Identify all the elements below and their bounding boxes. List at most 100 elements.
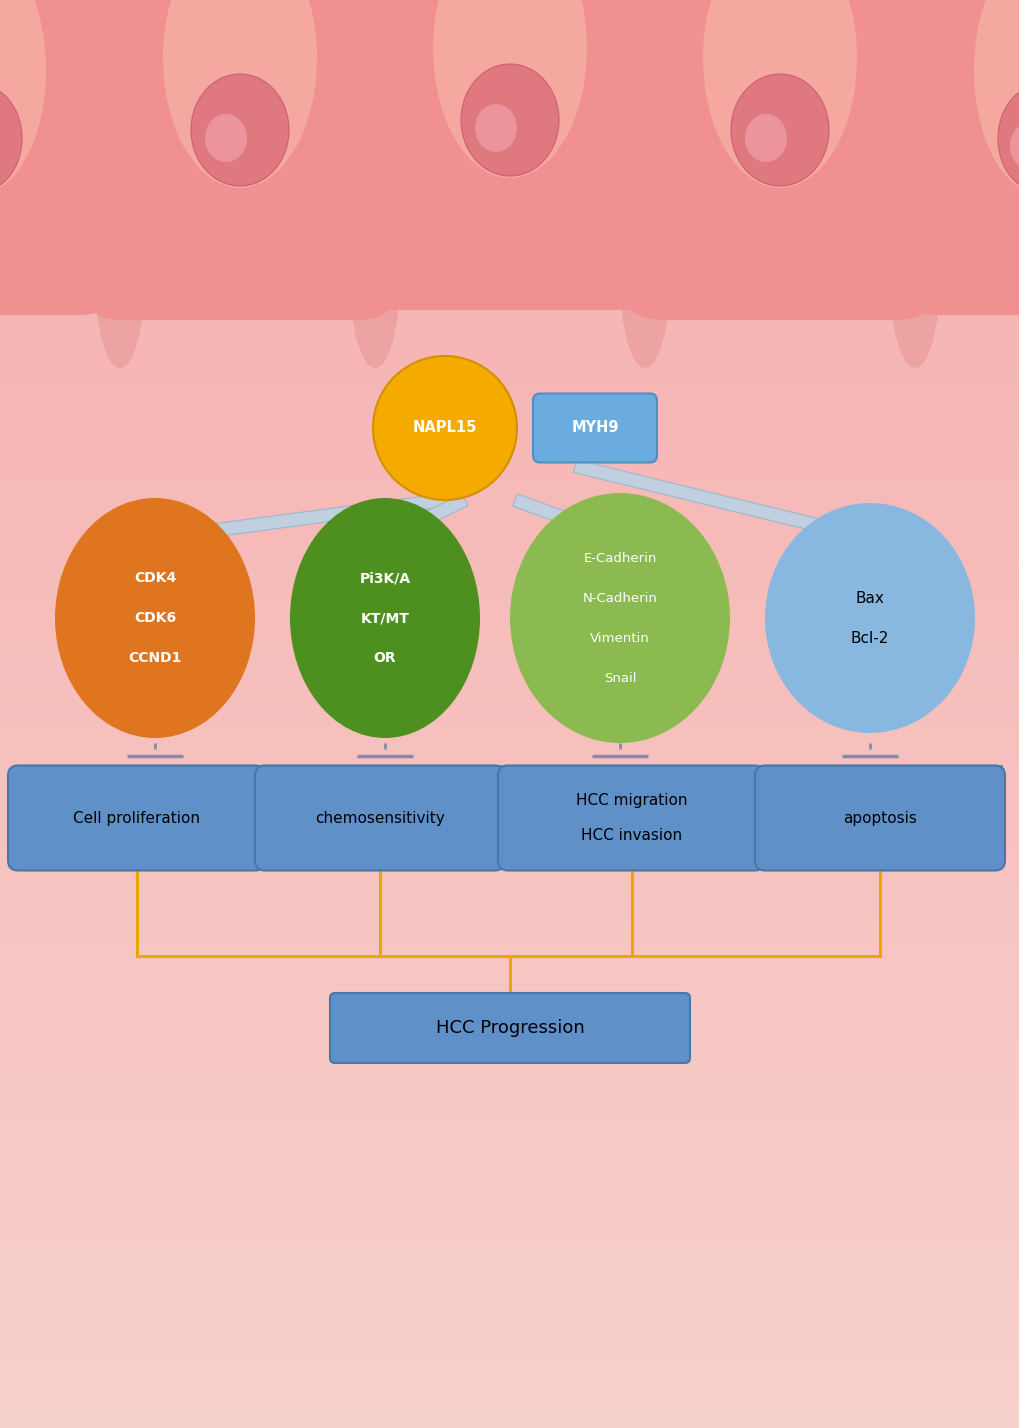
Bar <box>0 1255 1019 1261</box>
Bar <box>0 1275 1019 1281</box>
Bar <box>0 461 1019 467</box>
Bar <box>0 1265 1019 1271</box>
Bar <box>0 1394 1019 1399</box>
Bar <box>0 1198 1019 1204</box>
Text: Vimentin: Vimentin <box>590 631 649 644</box>
Bar <box>0 308 1019 314</box>
Bar <box>0 1155 1019 1161</box>
Bar <box>0 698 1019 704</box>
Bar <box>0 890 1019 895</box>
Bar <box>0 198 1019 204</box>
Text: Bax: Bax <box>855 591 883 605</box>
Bar <box>0 898 1019 904</box>
Bar <box>0 427 1019 433</box>
Bar <box>0 733 1019 738</box>
Bar <box>0 1184 1019 1190</box>
Ellipse shape <box>620 188 669 368</box>
Bar <box>0 1212 1019 1218</box>
Bar <box>0 56 1019 61</box>
Bar <box>0 104 1019 110</box>
Text: Snail: Snail <box>603 671 636 684</box>
Bar <box>0 690 1019 695</box>
Bar <box>0 184 1019 190</box>
Bar <box>0 408 1019 414</box>
Bar <box>0 598 1019 604</box>
Bar <box>0 218 1019 224</box>
Bar <box>0 280 1019 286</box>
Bar <box>0 1318 1019 1324</box>
Bar <box>0 27 1019 33</box>
FancyBboxPatch shape <box>330 992 689 1062</box>
Bar <box>0 1012 1019 1018</box>
Bar <box>0 713 1019 718</box>
Text: chemosensitivity: chemosensitivity <box>315 811 444 825</box>
Bar <box>0 394 1019 400</box>
Bar <box>0 1170 1019 1175</box>
Bar <box>0 651 1019 657</box>
Bar <box>0 437 1019 443</box>
Bar <box>0 951 1019 957</box>
Bar <box>0 380 1019 386</box>
Bar <box>0 61 1019 67</box>
Bar <box>0 276 1019 281</box>
Text: HCC invasion: HCC invasion <box>581 827 682 843</box>
Bar <box>0 794 1019 800</box>
Bar <box>0 4 1019 10</box>
Bar <box>0 633 1019 638</box>
Bar <box>0 1137 1019 1142</box>
Bar <box>0 741 1019 747</box>
Ellipse shape <box>55 498 255 738</box>
Bar <box>0 804 1019 810</box>
Ellipse shape <box>0 86 22 191</box>
Bar <box>0 113 1019 119</box>
Bar <box>0 513 1019 518</box>
FancyBboxPatch shape <box>902 0 1019 316</box>
Ellipse shape <box>191 74 288 186</box>
Bar <box>0 266 1019 271</box>
Bar <box>0 823 1019 828</box>
Bar <box>0 1361 1019 1367</box>
Bar <box>0 1298 1019 1304</box>
Bar <box>0 151 1019 157</box>
Text: Pi3K/A: Pi3K/A <box>359 571 411 585</box>
Bar <box>0 1269 1019 1275</box>
Bar <box>0 584 1019 590</box>
Bar <box>0 390 1019 396</box>
Ellipse shape <box>373 356 517 500</box>
Text: N-Cadherin: N-Cadherin <box>582 591 657 604</box>
Bar <box>0 251 1019 257</box>
Bar <box>0 1151 1019 1157</box>
Bar <box>0 975 1019 981</box>
Bar <box>0 1027 1019 1032</box>
Bar <box>0 318 1019 324</box>
Bar <box>0 770 1019 775</box>
Bar <box>0 751 1019 757</box>
Bar <box>0 1070 1019 1075</box>
Bar <box>0 655 1019 661</box>
Bar <box>0 808 1019 814</box>
Bar <box>0 76 1019 81</box>
Bar <box>0 1341 1019 1347</box>
Bar <box>0 561 1019 567</box>
Bar <box>0 675 1019 681</box>
Bar <box>0 818 1019 824</box>
Text: HCC migration: HCC migration <box>575 794 687 808</box>
Ellipse shape <box>350 188 399 368</box>
Bar <box>0 947 1019 952</box>
Bar <box>0 361 1019 367</box>
Bar <box>0 723 1019 728</box>
Bar <box>0 904 1019 910</box>
Bar <box>0 708 1019 714</box>
Bar <box>0 927 1019 932</box>
Bar <box>0 1127 1019 1132</box>
Ellipse shape <box>433 0 586 178</box>
Bar <box>0 1365 1019 1371</box>
FancyBboxPatch shape <box>620 0 938 320</box>
Bar <box>0 1422 1019 1428</box>
Bar <box>0 575 1019 581</box>
Ellipse shape <box>0 0 46 194</box>
Bar <box>0 1080 1019 1085</box>
Bar <box>0 918 1019 924</box>
Bar <box>0 884 1019 890</box>
Bar <box>0 298 1019 304</box>
